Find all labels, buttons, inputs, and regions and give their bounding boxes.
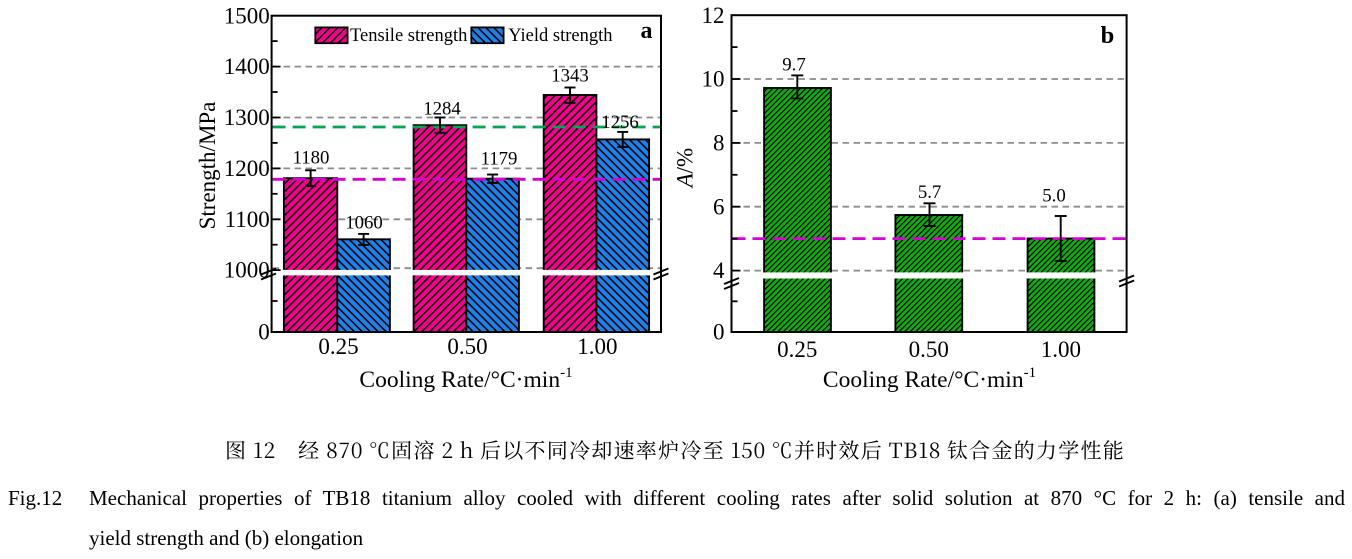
svg-text:A/%: A/% (673, 148, 698, 190)
svg-text:6: 6 (713, 194, 725, 219)
svg-text:1179: 1179 (481, 148, 518, 169)
svg-text:1300: 1300 (224, 105, 270, 130)
svg-text:12: 12 (702, 3, 725, 28)
svg-text:0.50: 0.50 (447, 334, 487, 359)
svg-text:1000: 1000 (224, 258, 270, 283)
svg-text:b: b (1101, 22, 1115, 49)
svg-text:Cooling Rate/°C·min-1: Cooling Rate/°C·min-1 (823, 365, 1036, 393)
svg-text:1400: 1400 (224, 54, 270, 79)
svg-text:Strength/MPa: Strength/MPa (195, 102, 220, 230)
svg-text:1100: 1100 (225, 207, 270, 232)
svg-text:5.7: 5.7 (918, 182, 941, 203)
svg-text:Yield strength: Yield strength (508, 26, 612, 46)
svg-text:1284: 1284 (423, 98, 461, 119)
svg-text:0: 0 (258, 320, 270, 345)
svg-text:4: 4 (713, 258, 725, 283)
svg-text:1.00: 1.00 (1041, 337, 1081, 362)
svg-text:8: 8 (713, 131, 725, 156)
svg-text:0.50: 0.50 (909, 337, 949, 362)
svg-text:0.25: 0.25 (777, 337, 817, 362)
svg-text:1256: 1256 (601, 112, 639, 133)
svg-text:5.0: 5.0 (1042, 185, 1065, 206)
svg-text:9.7: 9.7 (782, 54, 805, 75)
svg-text:10: 10 (702, 67, 725, 92)
svg-text:1060: 1060 (345, 212, 383, 233)
svg-text:0: 0 (713, 320, 725, 345)
svg-text:1500: 1500 (224, 3, 270, 28)
svg-text:1200: 1200 (224, 156, 270, 181)
svg-text:1343: 1343 (551, 65, 589, 86)
svg-text:a: a (641, 18, 653, 44)
svg-text:0.25: 0.25 (318, 334, 358, 359)
svg-text:1180: 1180 (293, 147, 330, 168)
svg-text:1.00: 1.00 (577, 334, 617, 359)
svg-text:Cooling Rate/°C·min-1: Cooling Rate/°C·min-1 (359, 365, 572, 393)
svg-text:Tensile strength: Tensile strength (350, 26, 467, 46)
